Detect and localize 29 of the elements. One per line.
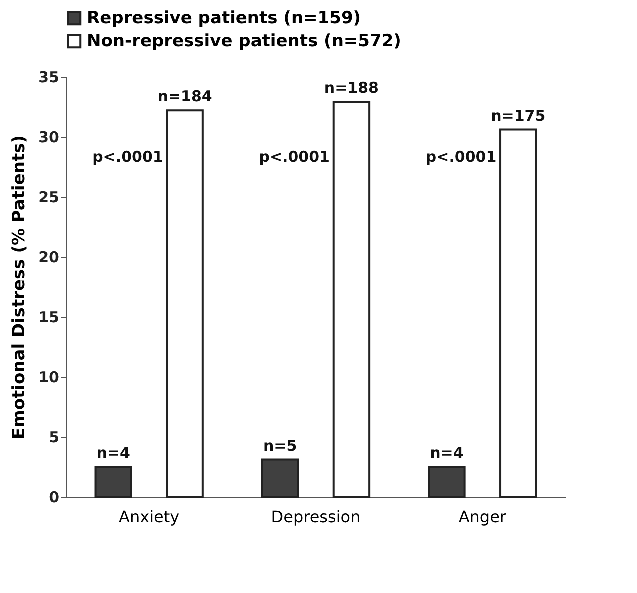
y-tick-label: 30 xyxy=(38,128,60,146)
y-axis-title: Emotional Distress (% Patients) xyxy=(10,135,30,440)
annotation: n=4 xyxy=(430,444,464,462)
annotation: p<.0001 xyxy=(92,148,164,166)
annotation: p<.0001 xyxy=(426,148,497,166)
annotation: n=188 xyxy=(324,79,379,98)
annotation: n=175 xyxy=(491,106,546,125)
bar xyxy=(261,458,300,498)
bar xyxy=(500,128,538,498)
y-tick-label: 35 xyxy=(38,68,60,86)
bar xyxy=(166,110,204,498)
y-tick-label: 0 xyxy=(49,488,60,506)
y-tick-label: 20 xyxy=(38,248,60,266)
x-tick-label: Anxiety xyxy=(119,508,180,526)
bar xyxy=(94,466,132,498)
y-tick-label: 10 xyxy=(38,368,60,386)
annotation: n=184 xyxy=(158,88,212,106)
x-tick-label: Depression xyxy=(271,508,361,526)
legend-label: Non-repressive patients (n=572) xyxy=(87,32,402,52)
legend-label: Repressive patients (n=159) xyxy=(87,8,362,28)
annotation: n=4 xyxy=(96,444,130,462)
y-tick-label: 15 xyxy=(38,308,60,326)
bar xyxy=(428,466,466,498)
bar xyxy=(332,101,371,498)
y-tick-label: 25 xyxy=(38,188,60,206)
x-tick-label: Anger xyxy=(458,508,507,526)
annotation: p<.0001 xyxy=(259,148,330,166)
y-tick-label: 5 xyxy=(49,428,60,446)
annotation: n=5 xyxy=(263,436,298,455)
